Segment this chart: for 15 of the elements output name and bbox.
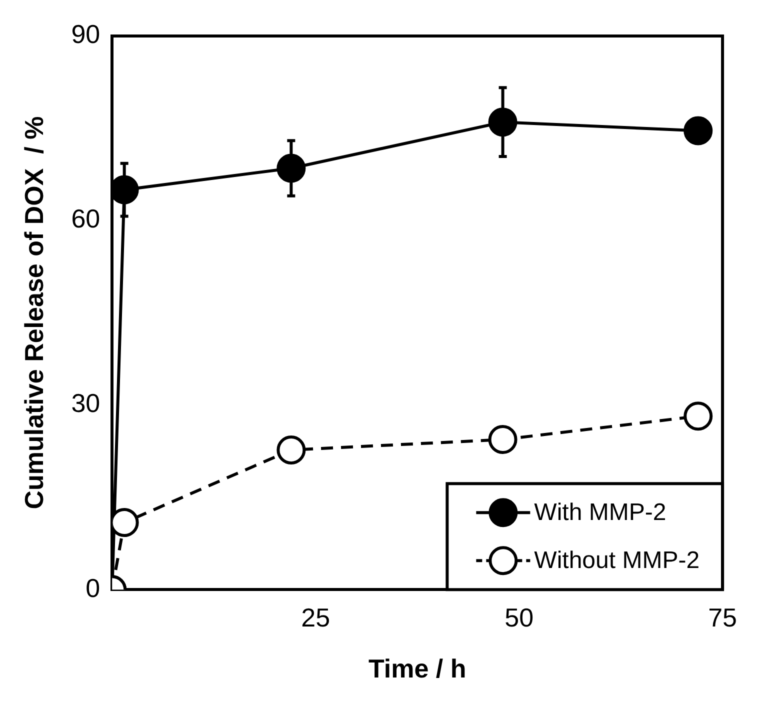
x-axis-title: Time / h (368, 654, 466, 684)
point (684, 402, 713, 431)
point (488, 425, 518, 454)
y-tick-label: 30 (71, 388, 100, 418)
point (276, 435, 306, 464)
point (684, 116, 713, 146)
x-tick-label: 50 (504, 602, 534, 632)
y-axis-title: Cumulative Release of DOX / % (18, 116, 49, 510)
x-tick-label: 75 (708, 602, 737, 632)
y-tick-label: 90 (71, 19, 100, 50)
legend-label: With MMP-2 (534, 499, 666, 526)
legend-label: Without MMP-2 (534, 547, 700, 574)
y-tick-label: 60 (71, 204, 100, 234)
y-tick-label: 0 (86, 572, 100, 603)
x-tick-label: 25 (301, 602, 330, 632)
